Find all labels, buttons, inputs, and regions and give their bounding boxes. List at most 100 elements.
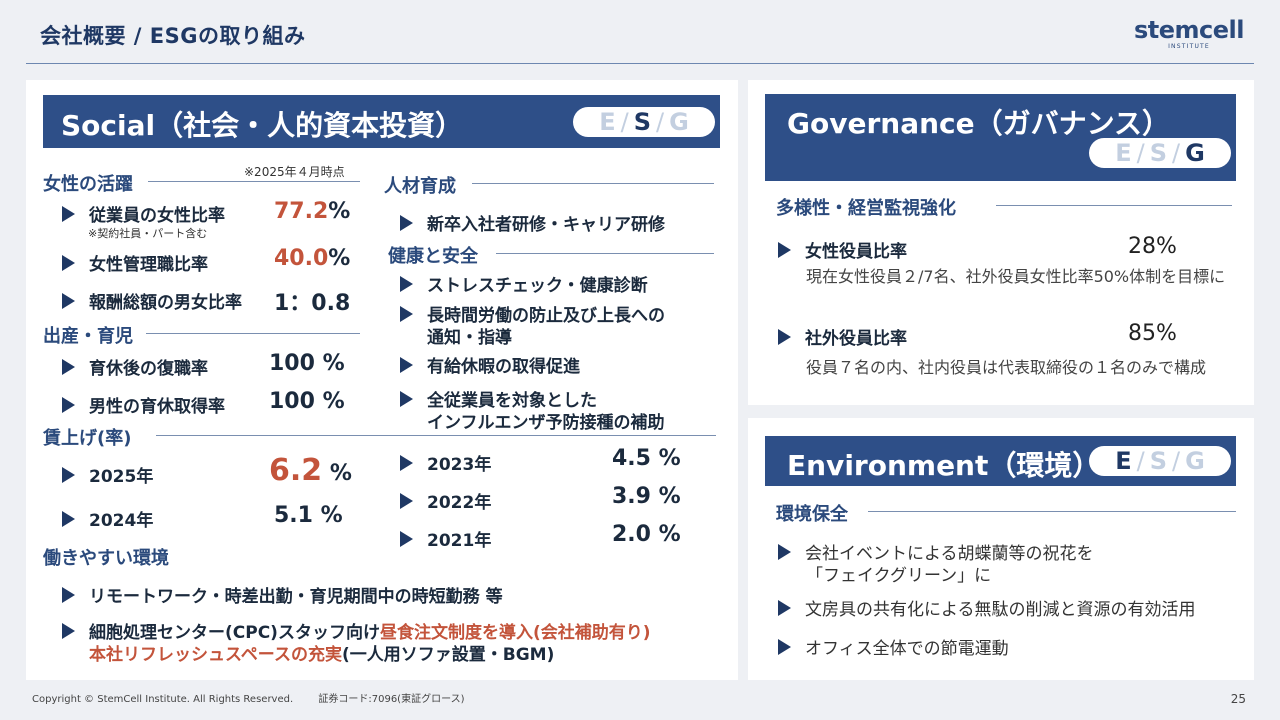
- company-logo: stemcell INSTITUTE: [1134, 18, 1245, 50]
- workplace-item-3: 本社リフレッシュスペースの充実 (一人用ソファ設置・BGM): [89, 645, 555, 665]
- esg-letter-s: S: [1149, 447, 1167, 475]
- bullet-arrow-icon: [778, 543, 791, 560]
- esg-indicator-g: E / S / G: [1089, 138, 1231, 168]
- women-rule: [148, 181, 360, 182]
- hr-heading: 人材育成: [384, 176, 456, 197]
- bullet-arrow-icon: [778, 638, 791, 655]
- esg-slash: /: [1172, 447, 1181, 475]
- women-heading: 女性の活躍: [43, 174, 133, 195]
- bullet-arrow-icon: [62, 622, 75, 639]
- workplace-item-1: リモートワーク・時差出勤・育児期間中の時短勤務 等: [62, 582, 503, 607]
- health-item-4-cont: インフルエンザ予防接種の補助: [427, 413, 665, 433]
- governance-banner: Governance（ガバナンス） E / S / G: [765, 94, 1236, 181]
- childcare-rule: [146, 333, 360, 334]
- esg-letter-g: G: [669, 108, 689, 136]
- social-panel: Social（社会・人的資本投資） E / S / G 女性の活躍 ※2025年…: [26, 80, 738, 680]
- bullet-arrow-icon: [400, 275, 413, 292]
- workplace-item-2: 細胞処理センター(CPC)スタッフ向け 昼食注文制度を導入(会社補助有り): [62, 618, 651, 643]
- female-officer-desc: 現在女性役員２/7名、社外役員女性比率50%体制を目標に: [806, 267, 1226, 286]
- env-item-1-cont: 「フェイクグリーン」に: [806, 566, 992, 586]
- health-item-1: ストレスチェック・健康診断: [400, 271, 648, 296]
- bullet-arrow-icon: [62, 466, 75, 483]
- bullet-arrow-icon: [400, 530, 413, 547]
- bullet-arrow-icon: [62, 205, 75, 222]
- childcare-heading: 出産・育児: [43, 326, 133, 347]
- esg-letter-s: S: [633, 108, 651, 136]
- bullet-arrow-icon: [778, 241, 791, 258]
- esg-slash: /: [1136, 139, 1145, 167]
- title-divider: [26, 63, 1254, 64]
- return-rate-value: 100 %: [269, 351, 345, 376]
- bullet-arrow-icon: [62, 254, 75, 271]
- bullet-arrow-icon: [62, 510, 75, 527]
- footer: Copyright © StemCell Institute. All Righ…: [32, 690, 464, 705]
- governance-title: Governance（ガバナンス）: [787, 107, 1171, 140]
- esg-indicator-e: E / S / G: [1089, 446, 1231, 476]
- female-officer-value: 28%: [1128, 234, 1177, 259]
- page-title: 会社概要 / ESGの取り組み: [40, 24, 306, 48]
- bullet-arrow-icon: [400, 492, 413, 509]
- wage-heading: 賃上げ(率): [43, 428, 132, 449]
- wage-2023-value: 4.5 %: [612, 446, 681, 471]
- stock-code: 証券コード:7096(東証グロース): [318, 694, 465, 705]
- outside-officer-desc: 役員７名の内、社内役員は代表取締役の１名のみで構成: [806, 358, 1207, 377]
- bullet-arrow-icon: [400, 214, 413, 231]
- health-rule: [496, 253, 714, 254]
- bullet-arrow-icon: [400, 390, 413, 407]
- governance-heading: 多様性・経営監視強化: [776, 198, 956, 219]
- esg-letter-s: S: [1149, 139, 1167, 167]
- governance-rule: [996, 205, 1232, 206]
- wage-2023-label: 2023年: [400, 450, 491, 475]
- workplace-heading: 働きやすい環境: [43, 548, 169, 569]
- wage-rule: [156, 435, 716, 436]
- esg-slash: /: [656, 108, 665, 136]
- wage-2025-value: 6.2 %: [269, 453, 352, 488]
- contract-note: ※契約社員・パート含む: [88, 227, 208, 240]
- bullet-arrow-icon: [400, 454, 413, 471]
- health-item-3: 有給休暇の取得促進: [400, 352, 580, 377]
- paternity-label: 男性の育休取得率: [62, 392, 225, 417]
- env-item-1: 会社イベントによる胡蝶蘭等の祝花を: [778, 539, 1094, 564]
- env-item-2: 文房具の共有化による無駄の削減と資源の有効活用: [778, 595, 1196, 620]
- esg-letter-e: E: [1115, 139, 1132, 167]
- esg-letter-e: E: [1115, 447, 1132, 475]
- esg-letter-e: E: [599, 108, 616, 136]
- health-heading: 健康と安全: [388, 246, 478, 267]
- bullet-arrow-icon: [62, 292, 75, 309]
- outside-officer-label: 社外役員比率: [778, 324, 907, 349]
- esg-slash: /: [1136, 447, 1145, 475]
- paternity-value: 100 %: [269, 389, 345, 414]
- environment-title: Environment（環境）: [787, 449, 1101, 482]
- wage-2021-label: 2021年: [400, 526, 491, 551]
- env-item-3: オフィス全体での節電運動: [778, 634, 1009, 659]
- wage-2025-label: 2025年: [62, 462, 153, 487]
- bullet-arrow-icon: [778, 328, 791, 345]
- pay-ratio-value: 1：0.8: [274, 291, 351, 316]
- environment-rule: [868, 511, 1236, 512]
- logo-subtitle: INSTITUTE: [1168, 43, 1210, 50]
- bullet-arrow-icon: [62, 358, 75, 375]
- wage-2024-label: 2024年: [62, 506, 153, 531]
- women-ratio-label: 従業員の女性比率: [62, 201, 225, 226]
- bullet-arrow-icon: [400, 305, 413, 322]
- copyright-text: Copyright © StemCell Institute. All Righ…: [32, 694, 294, 705]
- health-item-2-cont: 通知・指導: [427, 328, 512, 348]
- esg-letter-g: G: [1185, 447, 1205, 475]
- esg-slash: /: [1172, 139, 1181, 167]
- social-banner: Social（社会・人的資本投資） E / S / G: [43, 95, 720, 148]
- social-title: Social（社会・人的資本投資）: [61, 109, 464, 142]
- wage-2022-label: 2022年: [400, 488, 491, 513]
- environment-banner: Environment（環境） E / S / G: [765, 436, 1236, 486]
- bullet-arrow-icon: [778, 599, 791, 616]
- outside-officer-value: 85%: [1128, 321, 1177, 346]
- female-officer-label: 女性役員比率: [778, 237, 907, 262]
- wage-2022-value: 3.9 %: [612, 484, 681, 509]
- governance-panel: Governance（ガバナンス） E / S / G 多様性・経営監視強化 女…: [748, 80, 1254, 405]
- hr-rule: [472, 183, 714, 184]
- esg-slash: /: [620, 108, 629, 136]
- environment-heading: 環境保全: [776, 504, 848, 525]
- women-manager-label: 女性管理職比率: [62, 250, 208, 275]
- wage-2021-value: 2.0 %: [612, 522, 681, 547]
- bullet-arrow-icon: [62, 396, 75, 413]
